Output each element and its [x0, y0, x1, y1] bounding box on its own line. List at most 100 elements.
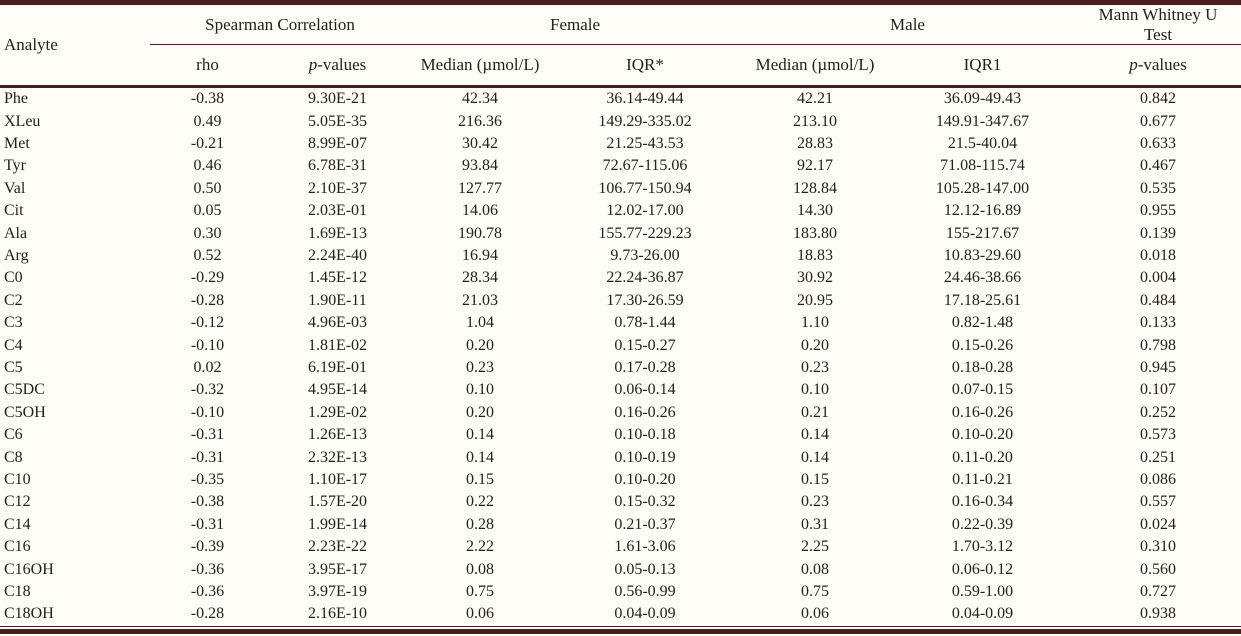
value-cell: 0.535 [1140, 179, 1177, 197]
value-cell: 0.727 [1140, 583, 1177, 601]
value-cell: 8.99E-07 [307, 134, 368, 152]
value-cell: 0.467 [1140, 157, 1177, 175]
value-cell: 0.15 [801, 471, 830, 488]
value-cell: -0.28 [190, 291, 225, 309]
value-cell: 0.52 [193, 246, 222, 264]
analyte-cell: C5 [4, 358, 23, 376]
sub-header-row: rho p-values Median (µmol/L) IQR* Median… [0, 44, 1241, 89]
value-cell: 17.18-25.61 [943, 291, 1022, 309]
value-cell: 0.14 [801, 426, 830, 444]
col-header-spearman-p-values: p-values [265, 44, 410, 89]
value-cell: 0.08 [466, 560, 494, 578]
value-cell: 216.36 [458, 112, 502, 130]
value-cell: 127.77 [458, 179, 502, 197]
value-cell: 10.83-29.60 [943, 246, 1022, 264]
value-cell: 0.21 [801, 403, 830, 421]
value-cell: 0.08 [801, 560, 830, 578]
value-cell: 0.20 [466, 403, 494, 421]
value-cell: 213.10 [793, 112, 838, 130]
value-cell: 0.04-0.09 [614, 605, 676, 623]
value-cell: -0.31 [190, 515, 225, 533]
analyte-cell: C8 [4, 448, 23, 466]
value-cell: 0.086 [1140, 471, 1177, 488]
value-cell: 36.14-49.44 [606, 90, 684, 108]
value-cell: 0.139 [1140, 224, 1177, 242]
analyte-cell: C6 [4, 426, 23, 444]
value-cell: 3.95E-17 [307, 560, 368, 578]
value-cell: 0.23 [801, 358, 830, 376]
value-cell: 155.77-229.23 [598, 224, 692, 242]
value-cell: 30.92 [797, 269, 834, 287]
value-cell: 0.06-0.12 [951, 560, 1014, 578]
col-group-female: Female [410, 2, 741, 46]
value-cell: 1.69E-13 [307, 224, 368, 242]
value-cell: 128.84 [793, 179, 838, 197]
col-group-mann-whitney-u-test: Mann Whitney U Test [1075, 2, 1241, 46]
col-header-rho: rho [150, 44, 265, 89]
value-cell: 1.61-3.06 [614, 538, 676, 556]
table-row: C16OH -0.36 3.95E-17 0.08 0.05-0.13 0.08 0.06-… [0, 559, 1241, 581]
value-cell: 0.46 [193, 157, 222, 175]
value-cell: -0.38 [190, 90, 225, 108]
table-row: C10 -0.35 1.10E-17 0.15 0.10-0.20 0.15 0.11-0.… [0, 469, 1241, 491]
value-cell: 0.15-0.27 [614, 336, 676, 354]
value-cell: 0.56-0.99 [614, 583, 676, 601]
value-cell: 1.90E-11 [308, 291, 367, 309]
value-cell: -0.31 [190, 448, 225, 466]
value-cell: 1.29E-02 [307, 403, 368, 421]
value-cell: -0.12 [190, 314, 225, 332]
value-cell: 14.06 [462, 202, 498, 220]
value-cell: 0.02 [193, 358, 222, 376]
col-header-analyte: Analyte [0, 2, 150, 89]
value-cell: -0.29 [190, 269, 225, 287]
value-cell: 0.798 [1140, 336, 1177, 354]
value-cell: 2.16E-10 [307, 605, 368, 623]
value-cell: 0.59-1.00 [951, 583, 1014, 601]
value-cell: 0.30 [193, 224, 222, 242]
value-cell: 22.24-36.87 [606, 269, 684, 287]
mann-whitney-label: Mann Whitney U Test [1098, 5, 1218, 44]
analyte-cell: Ala [4, 224, 28, 242]
p-values-suffix: -values [317, 55, 367, 75]
value-cell: 0.024 [1140, 515, 1177, 533]
value-cell: 1.57E-20 [307, 493, 368, 511]
analyte-cell: C16 [4, 538, 31, 556]
table-row: C18OH -0.28 2.16E-10 0.06 0.04-0.09 0.06 0.04-… [0, 603, 1241, 626]
table-row: XLeu 0.49 5.05E-35 216.36 149.29-335.02 213.1… [0, 111, 1241, 133]
value-cell: 0.560 [1140, 560, 1177, 578]
value-cell: -0.32 [190, 381, 225, 399]
value-cell: 3.97E-19 [307, 583, 368, 601]
analyte-cell: C18OH [4, 605, 54, 623]
value-cell: 0.251 [1140, 448, 1177, 466]
value-cell: 0.14 [466, 448, 494, 466]
value-cell: 0.557 [1140, 493, 1177, 511]
value-cell: 0.14 [801, 448, 830, 466]
value-cell: 155-217.67 [945, 224, 1020, 242]
value-cell: 0.05-0.13 [614, 560, 676, 578]
analyte-cell: C16OH [4, 560, 54, 578]
table-row: C6 -0.31 1.26E-13 0.14 0.10-0.18 0.14 0.10-0.2… [0, 424, 1241, 446]
table-row: C8 -0.31 2.32E-13 0.14 0.10-0.19 0.14 0.11-0.2… [0, 447, 1241, 469]
value-cell: 0.252 [1140, 403, 1177, 421]
value-cell: 2.03E-01 [307, 202, 368, 220]
table-row: Ala 0.30 1.69E-13 190.78 155.77-229.23 183.80… [0, 223, 1241, 245]
value-cell: 2.23E-22 [307, 538, 368, 556]
value-cell: 1.70-3.12 [951, 538, 1014, 556]
value-cell: -0.28 [190, 605, 225, 623]
value-cell: 2.10E-37 [307, 179, 368, 197]
value-cell: 105.28-147.00 [935, 179, 1030, 197]
analyte-cell: Met [4, 134, 30, 152]
value-cell: 0.938 [1140, 605, 1177, 623]
value-cell: 42.21 [797, 90, 834, 108]
analyte-cell: Phe [4, 90, 28, 108]
table-body: Phe -0.38 9.30E-21 42.34 36.14-49.44 42.21 36.… [0, 87, 1241, 627]
value-cell: 72.67-115.06 [602, 157, 688, 175]
col-header-male-median: Median (µmol/L) [740, 44, 891, 89]
value-cell: 93.84 [462, 157, 498, 175]
analyte-cell: Arg [4, 246, 29, 264]
value-cell: 0.14 [466, 426, 494, 444]
table-row: Arg 0.52 2.24E-40 16.94 9.73-26.00 18.83 10.83… [0, 245, 1241, 267]
col-group-spearman-correlation: Spearman Correlation [150, 2, 410, 46]
value-cell: 0.133 [1140, 314, 1177, 332]
value-cell: 6.19E-01 [307, 358, 368, 376]
